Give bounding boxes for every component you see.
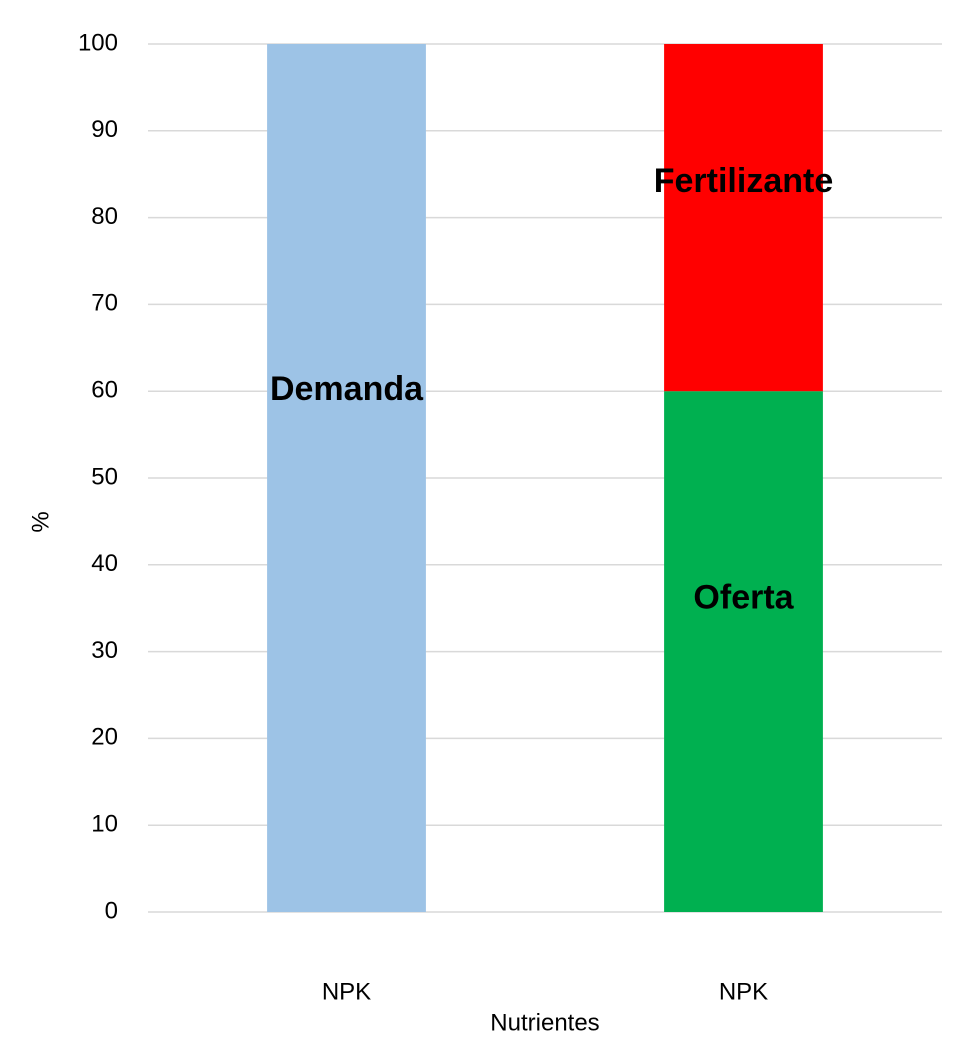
y-tick-label: 60 [91, 377, 118, 404]
segment-label: Demanda [270, 370, 424, 408]
segment-label: Oferta [693, 579, 794, 617]
y-tick-label: 30 [91, 637, 118, 664]
bar-segment [267, 44, 426, 912]
x-tick-label: NPK [719, 978, 768, 1005]
y-tick-label: 40 [91, 550, 118, 577]
bar-segment [664, 391, 823, 912]
y-axis-title: % [27, 511, 54, 532]
x-tick-label: NPK [322, 978, 371, 1005]
x-axis-title: Nutrientes [490, 1009, 599, 1036]
segment-label: Fertilizante [654, 162, 833, 200]
y-tick-label: 20 [91, 724, 118, 751]
y-tick-label: 50 [91, 463, 118, 490]
y-tick-label: 10 [91, 811, 118, 838]
bar-segment [664, 44, 823, 392]
y-tick-label: 90 [91, 116, 118, 143]
y-tick-label: 100 [78, 29, 118, 56]
y-tick-label: 0 [105, 897, 118, 924]
y-tick-label: 80 [91, 203, 118, 230]
y-tick-label: 70 [91, 290, 118, 317]
